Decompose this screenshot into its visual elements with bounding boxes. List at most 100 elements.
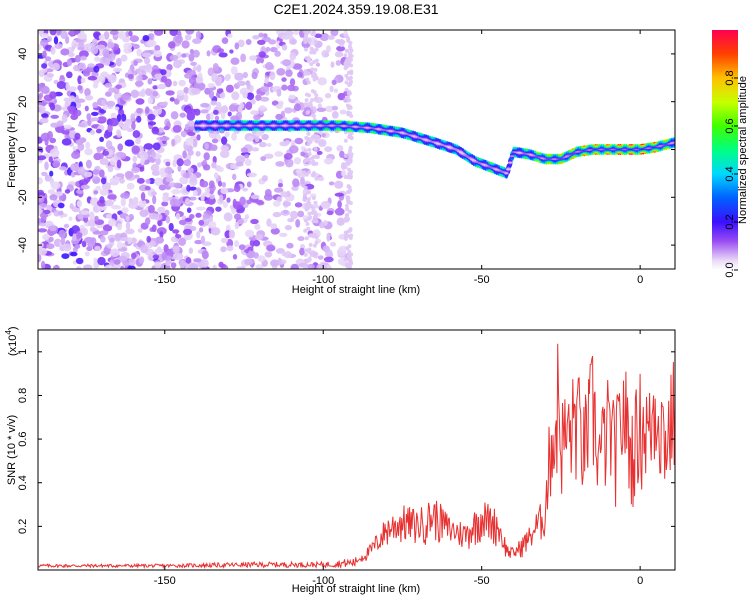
noise-blob: [153, 50, 162, 58]
noise-blob: [278, 100, 284, 107]
noise-blob: [197, 162, 202, 168]
noise-blob: [188, 108, 197, 113]
noise-blob: [316, 150, 323, 155]
noise-blob: [175, 200, 181, 207]
noise-blob: [47, 189, 56, 195]
noise-blob: [300, 177, 305, 185]
noise-blob: [331, 105, 339, 111]
noise-blob: [98, 108, 105, 114]
noise-blob: [152, 195, 157, 205]
noise-blob: [276, 40, 281, 49]
noise-blob: [181, 53, 187, 58]
noise-blob: [308, 215, 313, 220]
noise-blob: [59, 75, 65, 80]
noise-blob: [147, 204, 155, 214]
noise-blob: [346, 91, 351, 96]
noise-blob: [303, 252, 308, 257]
noise-blob: [222, 201, 228, 209]
noise-blob: [123, 42, 133, 50]
noise-blob: [305, 222, 310, 226]
noise-blob: [258, 32, 264, 38]
noise-blob: [303, 72, 308, 76]
noise-blob: [272, 211, 282, 218]
noise-blob: [309, 46, 314, 51]
noise-blob: [336, 217, 345, 226]
noise-blob: [347, 152, 352, 157]
noise-blob: [309, 233, 313, 238]
svg-text:(x104): (x104): [4, 326, 19, 356]
noise-blob: [92, 169, 100, 175]
noise-blob: [121, 113, 127, 122]
noise-blob: [143, 152, 149, 160]
noise-blob: [258, 105, 266, 110]
noise-blob: [187, 167, 194, 174]
noise-blob: [311, 210, 315, 215]
noise-blob: [237, 39, 245, 48]
noise-blob: [38, 208, 43, 215]
noise-blob: [258, 142, 267, 148]
noise-blob: [52, 62, 60, 71]
noise-blob: [178, 237, 187, 246]
noise-blob: [274, 151, 284, 157]
noise-blob: [182, 150, 187, 159]
heatmap-noise: [38, 30, 354, 269]
noise-blob: [158, 184, 167, 191]
noise-blob: [60, 48, 70, 56]
noise-blob: [349, 71, 354, 76]
noise-blob: [99, 196, 105, 204]
noise-blob: [284, 107, 293, 114]
noise-blob: [207, 67, 215, 77]
noise-blob: [246, 92, 255, 100]
noise-blob: [287, 84, 296, 92]
noise-blob: [331, 79, 337, 86]
noise-blob: [292, 63, 303, 70]
noise-blob: [317, 255, 324, 260]
noise-blob: [343, 165, 348, 170]
noise-blob: [172, 245, 180, 254]
noise-blob: [198, 219, 205, 226]
noise-blob: [304, 56, 309, 61]
noise-blob: [319, 32, 330, 42]
noise-blob: [242, 71, 248, 79]
noise-blob: [169, 30, 179, 36]
noise-blob: [50, 181, 61, 190]
noise-blob: [52, 160, 61, 168]
noise-blob: [303, 185, 308, 190]
noise-blob: [96, 75, 105, 82]
noise-blob: [314, 47, 319, 52]
noise-blob: [126, 182, 135, 190]
noise-blob: [348, 227, 353, 232]
noise-blob: [61, 130, 71, 135]
noise-blob: [236, 266, 243, 269]
noise-blob: [231, 132, 238, 141]
noise-blob: [128, 258, 137, 266]
noise-blob: [38, 101, 48, 106]
noise-blob: [307, 263, 315, 269]
noise-blob: [261, 133, 269, 141]
colorbar-label: Normalized spectral amplitude: [737, 76, 749, 224]
noise-blob: [77, 32, 87, 40]
noise-blob: [199, 227, 204, 233]
noise-blob: [84, 251, 90, 257]
noise-blob: [207, 83, 215, 88]
noise-blob: [188, 76, 197, 85]
noise-blob: [63, 223, 70, 229]
noise-blob: [75, 139, 84, 146]
noise-blob: [311, 173, 316, 178]
noise-blob: [168, 222, 174, 232]
noise-blob: [50, 46, 56, 55]
noise-blob: [99, 188, 109, 196]
noise-blob: [289, 210, 299, 220]
noise-blob: [212, 63, 219, 71]
noise-blob: [311, 253, 315, 257]
noise-blob: [313, 67, 318, 72]
noise-blob: [125, 215, 130, 222]
y-tick-label: 0: [17, 146, 29, 152]
noise-blob: [318, 139, 327, 147]
noise-blob: [346, 95, 350, 100]
noise-blob: [107, 41, 115, 49]
noise-blob: [234, 240, 240, 248]
noise-blob: [185, 257, 192, 264]
noise-blob: [152, 105, 161, 110]
noise-blob: [69, 203, 74, 210]
